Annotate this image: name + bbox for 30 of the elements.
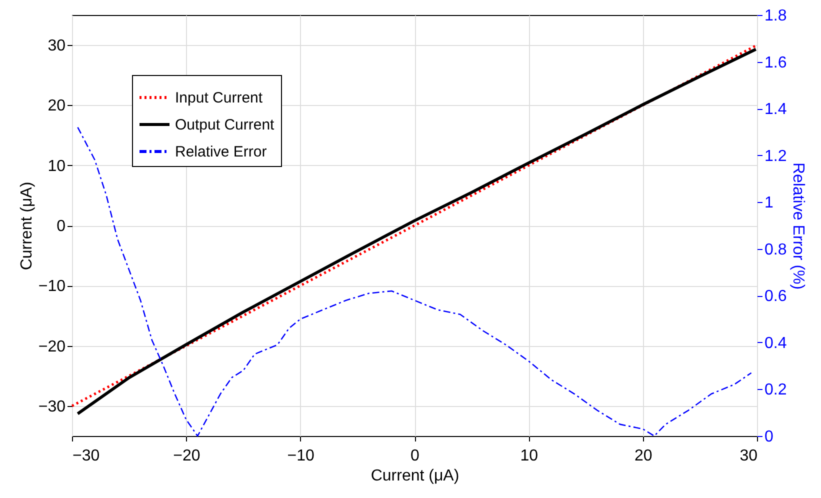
x-tick-label: −10	[287, 448, 315, 464]
legend-label: Input Current	[175, 90, 264, 106]
x-axis-title: Current (μA)	[370, 468, 460, 484]
x-tick-label: −30	[72, 448, 100, 464]
y-tick-label: 10	[48, 158, 66, 175]
y-tick-label: 20	[48, 98, 66, 115]
y-tick-label: −20	[38, 338, 66, 356]
y-tick-label: −30	[38, 398, 66, 416]
x-tick-label: −20	[173, 448, 200, 464]
y-tick-label: 30	[48, 38, 66, 55]
y2-tick-label: 1.8	[764, 8, 787, 24]
y2-axis-title: Relative Error (%)	[790, 162, 807, 290]
y-axis-title: Current (μA)	[18, 182, 36, 270]
y2-tick-label: 0.2	[764, 382, 787, 399]
x-tick-label: 0	[410, 448, 420, 464]
y2-tick-label: 0	[764, 428, 774, 446]
y2-tick-label: 1	[764, 194, 774, 212]
legend-label: Relative Error	[175, 144, 267, 160]
y2-tick-label: 0.4	[764, 334, 787, 352]
y-tick-label: 0	[56, 218, 66, 235]
legend-label: Output Current	[175, 116, 276, 134]
y2-tick-label: 1.6	[764, 54, 787, 72]
y2-tick-label: 0.6	[764, 288, 787, 306]
x-tick-label: 10	[520, 448, 538, 464]
y2-tick-label: 1.2	[764, 148, 787, 165]
y-tick-label: −10	[38, 278, 66, 296]
x-tick-label: 20	[634, 448, 652, 464]
x-tick-label: 30	[740, 448, 758, 464]
y2-tick-label: 1.4	[764, 101, 787, 118]
y2-tick-label: 0.8	[764, 241, 787, 258]
